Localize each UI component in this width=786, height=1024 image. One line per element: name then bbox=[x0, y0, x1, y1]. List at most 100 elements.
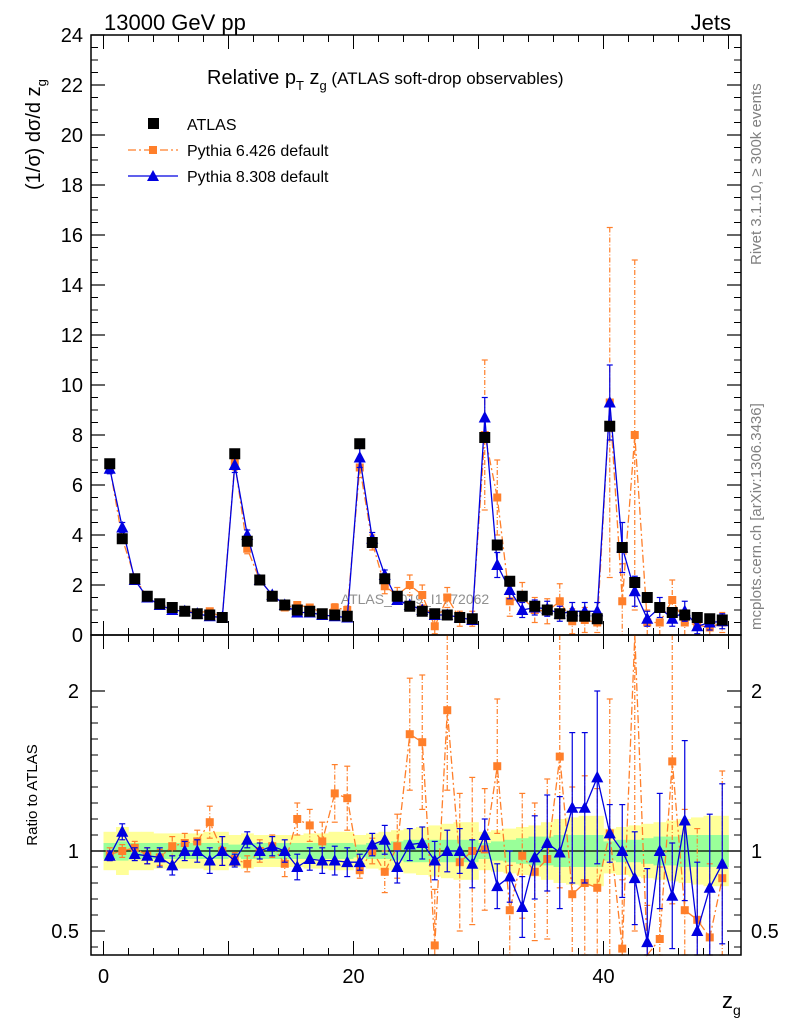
main-panel: ATLAS_2019_I1772062 02468101214161820222… bbox=[23, 25, 742, 647]
py6-ratio-point bbox=[680, 906, 689, 915]
atlas-point bbox=[691, 612, 703, 623]
py8-ratio-point bbox=[128, 847, 141, 860]
ratio-y-tick-label: 0.5 bbox=[51, 921, 79, 943]
py8-point bbox=[641, 612, 654, 624]
py8-ratio-point bbox=[453, 844, 466, 856]
py8-point bbox=[228, 458, 241, 470]
main-y-tick-label: 4 bbox=[72, 525, 83, 547]
py6-ratio-point bbox=[205, 818, 214, 827]
atlas-point bbox=[341, 610, 353, 622]
atlas-point bbox=[116, 533, 128, 545]
main-y-tick-label: 8 bbox=[72, 425, 83, 447]
atlas-point bbox=[379, 573, 391, 585]
py8-point bbox=[628, 584, 641, 597]
py8-point bbox=[516, 603, 529, 615]
atlas-point bbox=[654, 602, 666, 613]
py8-ratio-point bbox=[403, 838, 416, 850]
atlas-point bbox=[541, 604, 553, 616]
atlas-point bbox=[666, 607, 678, 618]
py8-ratio-point bbox=[416, 836, 429, 848]
atlas-point bbox=[266, 590, 278, 602]
atlas-point bbox=[141, 590, 153, 602]
py6-point bbox=[493, 493, 502, 502]
ratio-y-tick-label: 2 bbox=[68, 681, 79, 703]
py8-ratio-point bbox=[578, 801, 591, 813]
main-y-tick-label: 16 bbox=[61, 225, 83, 247]
ratio-frame bbox=[90, 634, 742, 956]
py6-ratio-point bbox=[380, 867, 389, 876]
main-y-tick-label: 24 bbox=[61, 25, 83, 47]
atlas-point bbox=[591, 613, 603, 625]
py6-ratio-point bbox=[443, 706, 452, 715]
atlas-point bbox=[254, 574, 266, 586]
py8-ratio-point bbox=[391, 860, 404, 872]
py8-point bbox=[491, 558, 504, 570]
atlas-point bbox=[554, 608, 566, 620]
main-y-tick-label: 0 bbox=[72, 625, 83, 647]
py8-ratio-point bbox=[691, 924, 704, 936]
atlas-point bbox=[604, 420, 616, 432]
py8-ratio-point bbox=[703, 881, 716, 893]
py6-ratio-point bbox=[405, 730, 414, 739]
atlas-point bbox=[366, 537, 378, 548]
py8-ratio-point bbox=[616, 844, 629, 856]
py6-point bbox=[505, 597, 514, 606]
py8-point bbox=[691, 619, 704, 632]
py8-ratio-point bbox=[141, 849, 154, 861]
py8-ratio-point bbox=[241, 833, 254, 845]
atlas-point bbox=[504, 575, 516, 587]
py8-ratio-point bbox=[666, 889, 679, 901]
py6-ratio-point bbox=[430, 941, 439, 950]
legend-label-py8: Pythia 8.308 default bbox=[187, 169, 329, 186]
py8-point bbox=[478, 410, 491, 423]
py8-ratio-point bbox=[253, 844, 266, 856]
main-y-tick-label: 2 bbox=[72, 575, 83, 597]
atlas-point bbox=[629, 577, 641, 588]
py8-ratio-point bbox=[641, 935, 654, 948]
x-tick-label: 0 bbox=[98, 966, 109, 988]
atlas-point bbox=[304, 605, 316, 617]
py6-ratio-point bbox=[343, 794, 352, 803]
ratio-y-tick-label: 1 bbox=[68, 841, 79, 863]
py6-point bbox=[330, 603, 339, 612]
py8-ratio-point bbox=[228, 854, 241, 866]
main-y-axis-label: (1/σ) dσ/d zg bbox=[23, 79, 49, 190]
atlas-point bbox=[466, 613, 478, 625]
py6-point bbox=[655, 618, 664, 627]
atlas-point bbox=[191, 608, 203, 620]
ratio-axis: 0.5 0.51 12 20 20 40 bbox=[51, 635, 779, 988]
py6-ratio-point bbox=[305, 821, 314, 830]
atlas-point bbox=[416, 605, 428, 617]
py6-point bbox=[618, 597, 627, 606]
atlas-point bbox=[454, 612, 466, 623]
py6-ratio-point bbox=[655, 935, 664, 943]
legend-item-py6: Pythia 6.426 default bbox=[128, 143, 329, 160]
py8-ratio-point bbox=[303, 852, 316, 864]
mcplots-label: mcplots.cern.ch [arXiv:1306.3436] bbox=[748, 403, 765, 630]
atlas-point bbox=[441, 609, 453, 621]
legend-item-atlas: ATLAS bbox=[148, 117, 237, 134]
atlas-point bbox=[529, 600, 541, 612]
atlas-point bbox=[516, 590, 528, 602]
py8-ratio-point bbox=[441, 844, 454, 856]
py6-point bbox=[380, 582, 389, 591]
legend-marker-atlas bbox=[148, 118, 159, 129]
py8-ratio-point bbox=[328, 854, 341, 866]
ratio-y-tick-label-right: 1 bbox=[751, 841, 762, 863]
main-y-tick-label: 22 bbox=[61, 75, 83, 97]
py6-ratio-point bbox=[293, 815, 302, 823]
atlas-point bbox=[179, 605, 191, 617]
py8-ratio-point bbox=[528, 850, 541, 863]
py6-ratio-point bbox=[505, 906, 514, 915]
py6-point bbox=[668, 596, 677, 604]
py8-ratio-point bbox=[216, 844, 229, 856]
py6-point bbox=[430, 622, 439, 631]
atlas-point bbox=[204, 609, 216, 621]
py8-ratio-point bbox=[266, 839, 279, 852]
py6-point bbox=[680, 618, 689, 627]
header-left: 13000 GeV pp bbox=[104, 10, 246, 35]
py8-ratio-point bbox=[153, 850, 166, 863]
watermark: ATLAS_2019_I1772062 bbox=[341, 591, 490, 607]
py8-point bbox=[353, 450, 366, 463]
